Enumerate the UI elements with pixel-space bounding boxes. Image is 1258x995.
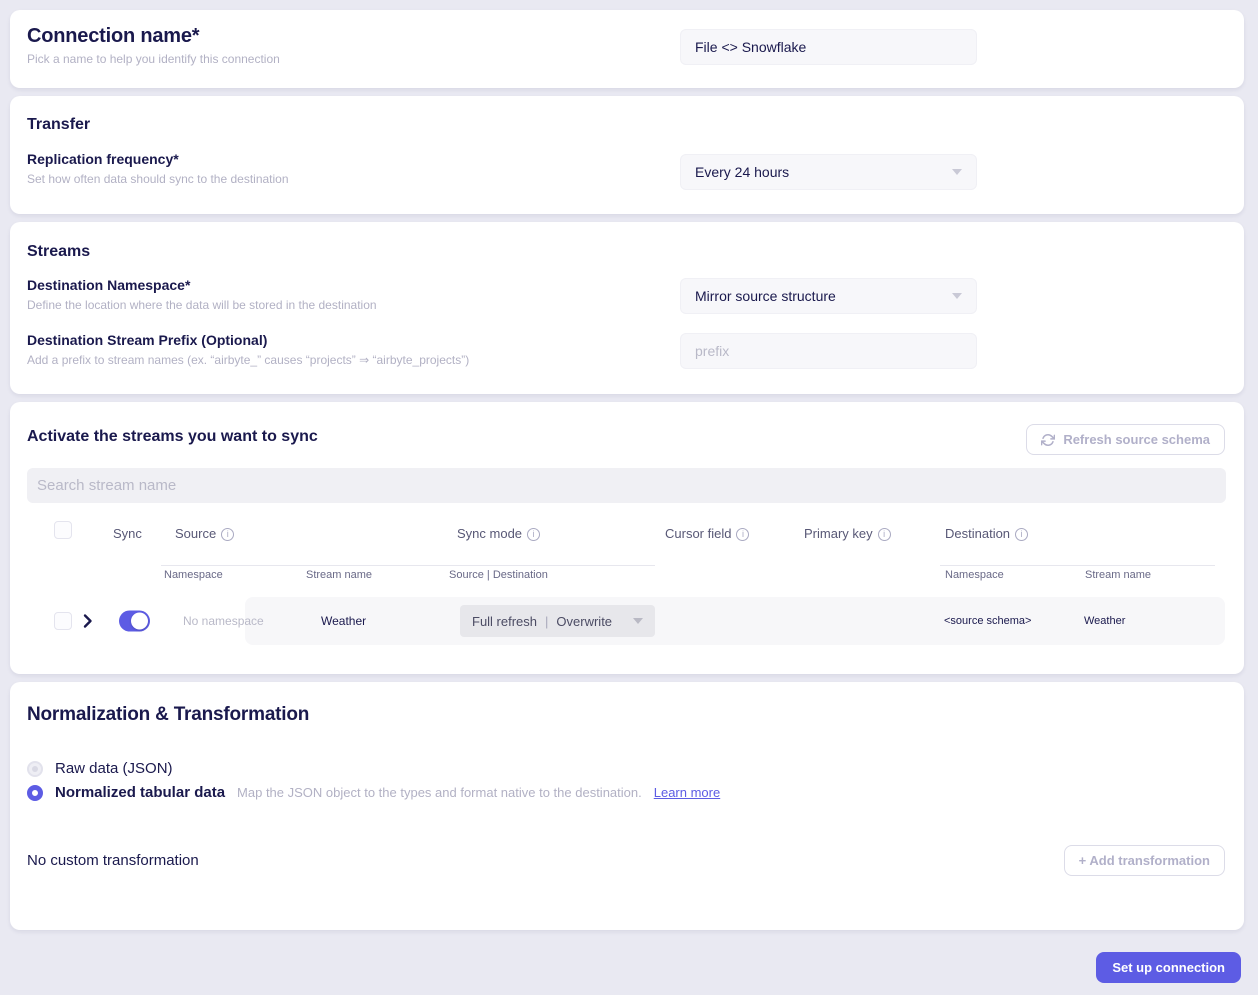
destination-namespace-label: Destination Namespace* xyxy=(27,277,191,293)
info-icon[interactable]: i xyxy=(736,528,750,541)
destination-namespace-description: Define the location where the data will … xyxy=(27,298,377,312)
destination-namespace-value: <source schema> xyxy=(944,615,1032,627)
stream-prefix-input[interactable] xyxy=(680,333,977,369)
column-header-sync: Sync xyxy=(113,526,142,541)
subheader-destination-namespace: Namespace xyxy=(945,569,1004,581)
transformation-status: No custom transformation xyxy=(27,852,199,869)
connection-name-input[interactable] xyxy=(680,29,977,65)
destination-stream-name-value: Weather xyxy=(1084,615,1126,627)
replication-frequency-select[interactable]: Every 24 hours xyxy=(680,154,977,190)
info-icon[interactable]: i xyxy=(1015,528,1029,541)
replication-frequency-description: Set how often data should sync to the de… xyxy=(27,172,289,186)
destination-namespace-value: Mirror source structure xyxy=(695,288,836,304)
raw-data-label: Raw data (JSON) xyxy=(55,760,173,777)
stream-prefix-label: Destination Stream Prefix (Optional) xyxy=(27,332,268,348)
sync-toggle[interactable] xyxy=(119,610,150,632)
info-icon[interactable]: i xyxy=(527,528,541,541)
column-header-primary-key: Primary key i xyxy=(804,526,891,541)
stream-catalog-card: Activate the streams you want to sync Re… xyxy=(10,402,1244,674)
chevron-down-icon xyxy=(952,293,962,299)
replication-frequency-label: Replication frequency* xyxy=(27,151,179,167)
chevron-down-icon xyxy=(952,169,962,175)
info-icon[interactable]: i xyxy=(221,528,235,541)
refresh-icon xyxy=(1041,433,1056,446)
subheader-destination-stream-name: Stream name xyxy=(1085,569,1152,581)
streams-card: Streams Destination Namespace* Define th… xyxy=(10,222,1244,394)
sync-mode-source-value: Full refresh xyxy=(472,613,538,629)
stream-namespace-value: No namespace xyxy=(183,614,264,628)
stream-table-subheader: Namespace Stream name Source | Destinati… xyxy=(10,569,1244,585)
connection-name-title: Connection name* xyxy=(27,25,200,47)
column-header-destination: Destination i xyxy=(945,526,1029,541)
footer-actions: Set up connection xyxy=(0,952,1241,983)
add-transformation-button[interactable]: + Add transformation xyxy=(1063,845,1225,876)
transfer-card: Transfer Replication frequency* Set how … xyxy=(10,96,1244,214)
toggle-knob xyxy=(131,612,148,630)
normalized-data-option[interactable]: Normalized tabular data Map the JSON obj… xyxy=(27,784,720,801)
destination-namespace-select[interactable]: Mirror source structure xyxy=(680,278,977,314)
streams-title: Streams xyxy=(27,243,91,260)
replication-frequency-value: Every 24 hours xyxy=(695,164,790,180)
header-divider xyxy=(161,565,655,566)
sync-mode-destination-value: Overwrite xyxy=(556,613,613,629)
connection-name-subtitle: Pick a name to help you identify this co… xyxy=(27,52,280,66)
stream-row-background xyxy=(245,597,1225,645)
catalog-title: Activate the streams you want to sync xyxy=(27,428,318,445)
expand-stream-button[interactable] xyxy=(83,614,93,629)
radio-selected-icon xyxy=(27,784,43,801)
stream-prefix-description: Add a prefix to stream names (ex. “airby… xyxy=(27,353,470,367)
column-header-sync-mode: Sync mode i xyxy=(457,526,541,541)
set-up-connection-button[interactable]: Set up connection xyxy=(1096,952,1241,983)
column-header-cursor-field: Cursor field i xyxy=(665,526,750,541)
select-all-checkbox[interactable] xyxy=(54,521,72,539)
radio-unselected-icon xyxy=(27,760,43,777)
stream-name-value: Weather xyxy=(321,614,367,628)
sync-mode-select[interactable]: Full refresh Overwrite xyxy=(460,605,655,637)
normalization-title: Normalization & Transformation xyxy=(27,704,310,725)
header-divider xyxy=(940,565,1215,566)
chevron-down-icon xyxy=(633,618,643,624)
normalization-card: Normalization & Transformation Raw data … xyxy=(10,682,1244,930)
connection-name-card: Connection name* Pick a name to help you… xyxy=(10,10,1244,88)
raw-data-option[interactable]: Raw data (JSON) xyxy=(27,760,173,777)
subheader-source-namespace: Namespace xyxy=(164,569,223,581)
normalized-data-label: Normalized tabular data xyxy=(55,784,226,801)
stream-row-checkbox[interactable] xyxy=(54,612,72,630)
chevron-right-icon xyxy=(83,614,92,628)
search-stream-input[interactable] xyxy=(27,468,1226,503)
add-transformation-label: + Add transformation xyxy=(1078,853,1210,868)
column-header-source: Source i xyxy=(175,526,235,541)
subheader-source-stream-name: Stream name xyxy=(306,569,373,581)
subheader-sync-mode-detail: Source | Destination xyxy=(449,569,548,581)
learn-more-link[interactable]: Learn more xyxy=(653,785,721,800)
table-row: No namespace Weather Full refresh Overwr… xyxy=(10,597,1244,645)
sync-mode-separator xyxy=(545,614,548,629)
normalized-data-description: Map the JSON object to the types and for… xyxy=(237,785,642,800)
stream-table-header: Sync Source i Sync mode i Cursor field i Pr… xyxy=(10,521,1244,548)
transfer-title: Transfer xyxy=(27,116,91,133)
refresh-source-schema-label: Refresh source schema xyxy=(1063,432,1210,447)
info-icon[interactable]: i xyxy=(877,528,891,541)
refresh-source-schema-button[interactable]: Refresh source schema xyxy=(1026,424,1225,455)
